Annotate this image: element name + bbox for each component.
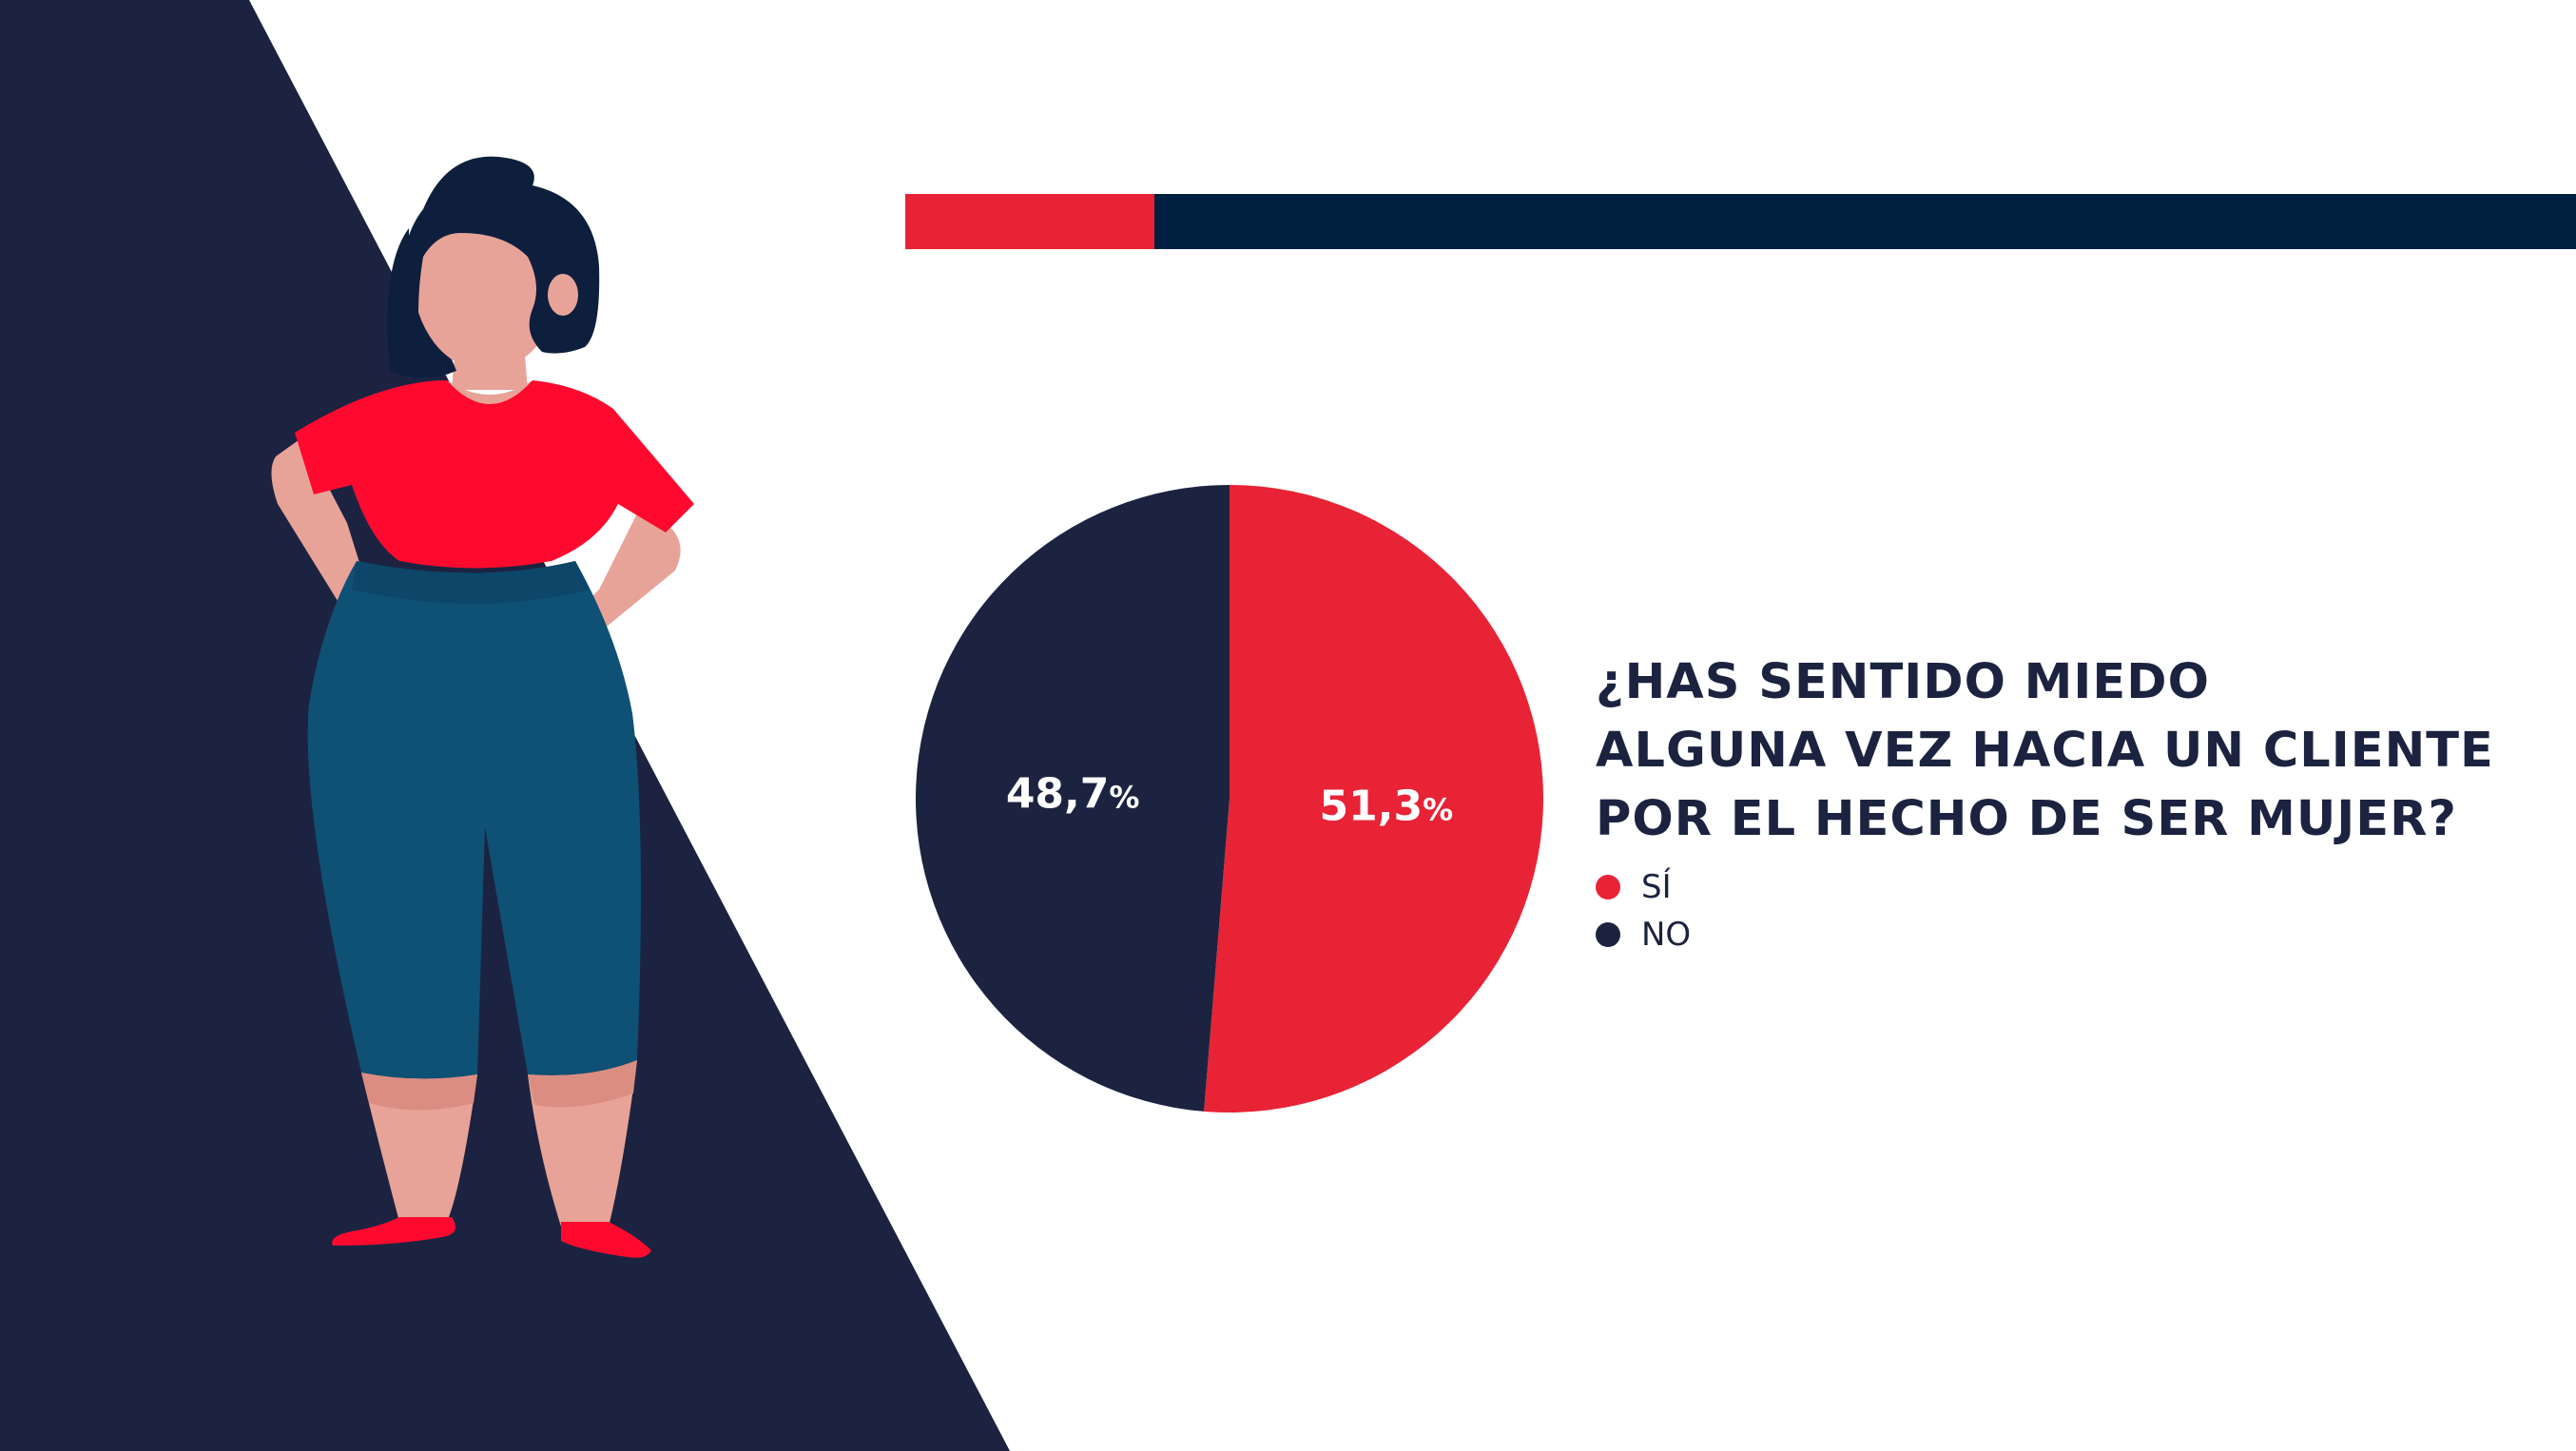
shirt-collar — [447, 380, 533, 404]
pie-slice-si — [1204, 485, 1543, 1112]
woman-illustration — [271, 156, 694, 1258]
left-shin — [361, 1073, 477, 1222]
chart-legend: SÍ NO — [1596, 863, 1691, 958]
legend-item-no: NO — [1596, 911, 1691, 958]
hair — [400, 156, 600, 361]
left-shoe — [332, 1217, 455, 1246]
pie-chart: 51,3% 48,7% — [915, 485, 1543, 1112]
chart-title: ¿HAS SENTIDO MIEDO ALGUNA VEZ HACIA UN C… — [1596, 648, 2508, 854]
header-stripe-red — [905, 194, 1154, 249]
pie-label-no-percent: % — [1109, 779, 1139, 815]
right-shoe — [561, 1222, 651, 1258]
right-knee-shade — [528, 1060, 637, 1108]
legend-label-no: NO — [1641, 916, 1692, 954]
pants-shade — [352, 561, 590, 604]
header-stripe — [905, 194, 2576, 249]
pie-label-no: 48,7% — [1006, 769, 1140, 818]
chart-title-line-3: POR EL HECHO DE SER MUJER? — [1596, 791, 2457, 847]
pie-label-si: 51,3% — [1320, 783, 1454, 831]
pie-label-si-percent: % — [1423, 792, 1453, 828]
pants — [307, 561, 641, 1079]
legend-item-si: SÍ — [1596, 863, 1691, 911]
chart-title-line-2: ALGUNA VEZ HACIA UN CLIENTE — [1596, 723, 2494, 779]
pie-slice-no — [915, 485, 1230, 1112]
left-knee-shade — [361, 1073, 477, 1111]
legend-label-si: SÍ — [1641, 868, 1672, 906]
pie-label-si-value: 51,3 — [1320, 783, 1424, 831]
legend-swatch-si — [1596, 875, 1620, 900]
chart-title-line-1: ¿HAS SENTIDO MIEDO — [1596, 654, 2210, 710]
header-stripe-navy — [1154, 194, 2576, 249]
pie-label-no-value: 48,7 — [1006, 769, 1110, 818]
shirt — [295, 380, 694, 569]
left-arm — [271, 437, 371, 612]
legend-swatch-no — [1596, 922, 1620, 947]
ear — [548, 274, 578, 316]
